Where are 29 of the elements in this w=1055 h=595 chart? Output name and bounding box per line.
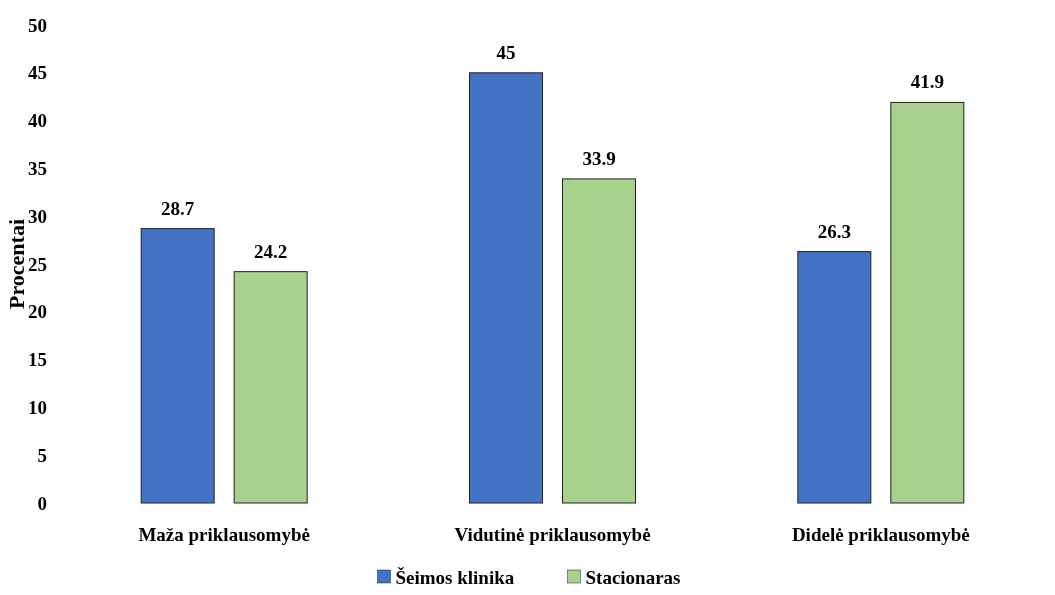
y-axis-title: Procentai bbox=[4, 218, 29, 310]
legend-label: Šeimos klinika bbox=[395, 566, 515, 588]
x-tick-label: Didelė priklausomybė bbox=[791, 524, 970, 545]
y-tick-label: 5 bbox=[37, 444, 47, 466]
x-tick-label: Maža priklausomybė bbox=[138, 524, 310, 545]
bar bbox=[469, 72, 543, 504]
bar bbox=[562, 178, 636, 504]
y-tick-label: 20 bbox=[28, 301, 47, 323]
y-tick-label: 35 bbox=[28, 158, 47, 180]
data-label: 28.7 bbox=[161, 197, 195, 219]
y-tick-label: 45 bbox=[28, 62, 47, 84]
y-tick-label: 30 bbox=[28, 205, 47, 227]
data-label: 41.9 bbox=[910, 71, 944, 93]
legend-label: Stacionaras bbox=[585, 566, 681, 588]
bar bbox=[890, 101, 965, 504]
y-tick-label: 40 bbox=[28, 110, 47, 132]
data-label: 24.2 bbox=[254, 240, 288, 262]
y-tick-label: 15 bbox=[28, 349, 47, 371]
bar bbox=[140, 228, 215, 504]
data-label: 26.3 bbox=[817, 220, 851, 242]
data-label: 33.9 bbox=[582, 147, 616, 169]
data-label: 45 bbox=[496, 41, 516, 63]
y-tick-label: 25 bbox=[28, 253, 47, 275]
bar bbox=[797, 251, 872, 504]
bar bbox=[233, 271, 308, 504]
y-tick-label: 0 bbox=[37, 492, 47, 514]
x-tick-label: Vidutinė priklausomybė bbox=[454, 524, 651, 545]
y-tick-label: 50 bbox=[28, 14, 47, 36]
y-tick-label: 10 bbox=[28, 397, 47, 419]
